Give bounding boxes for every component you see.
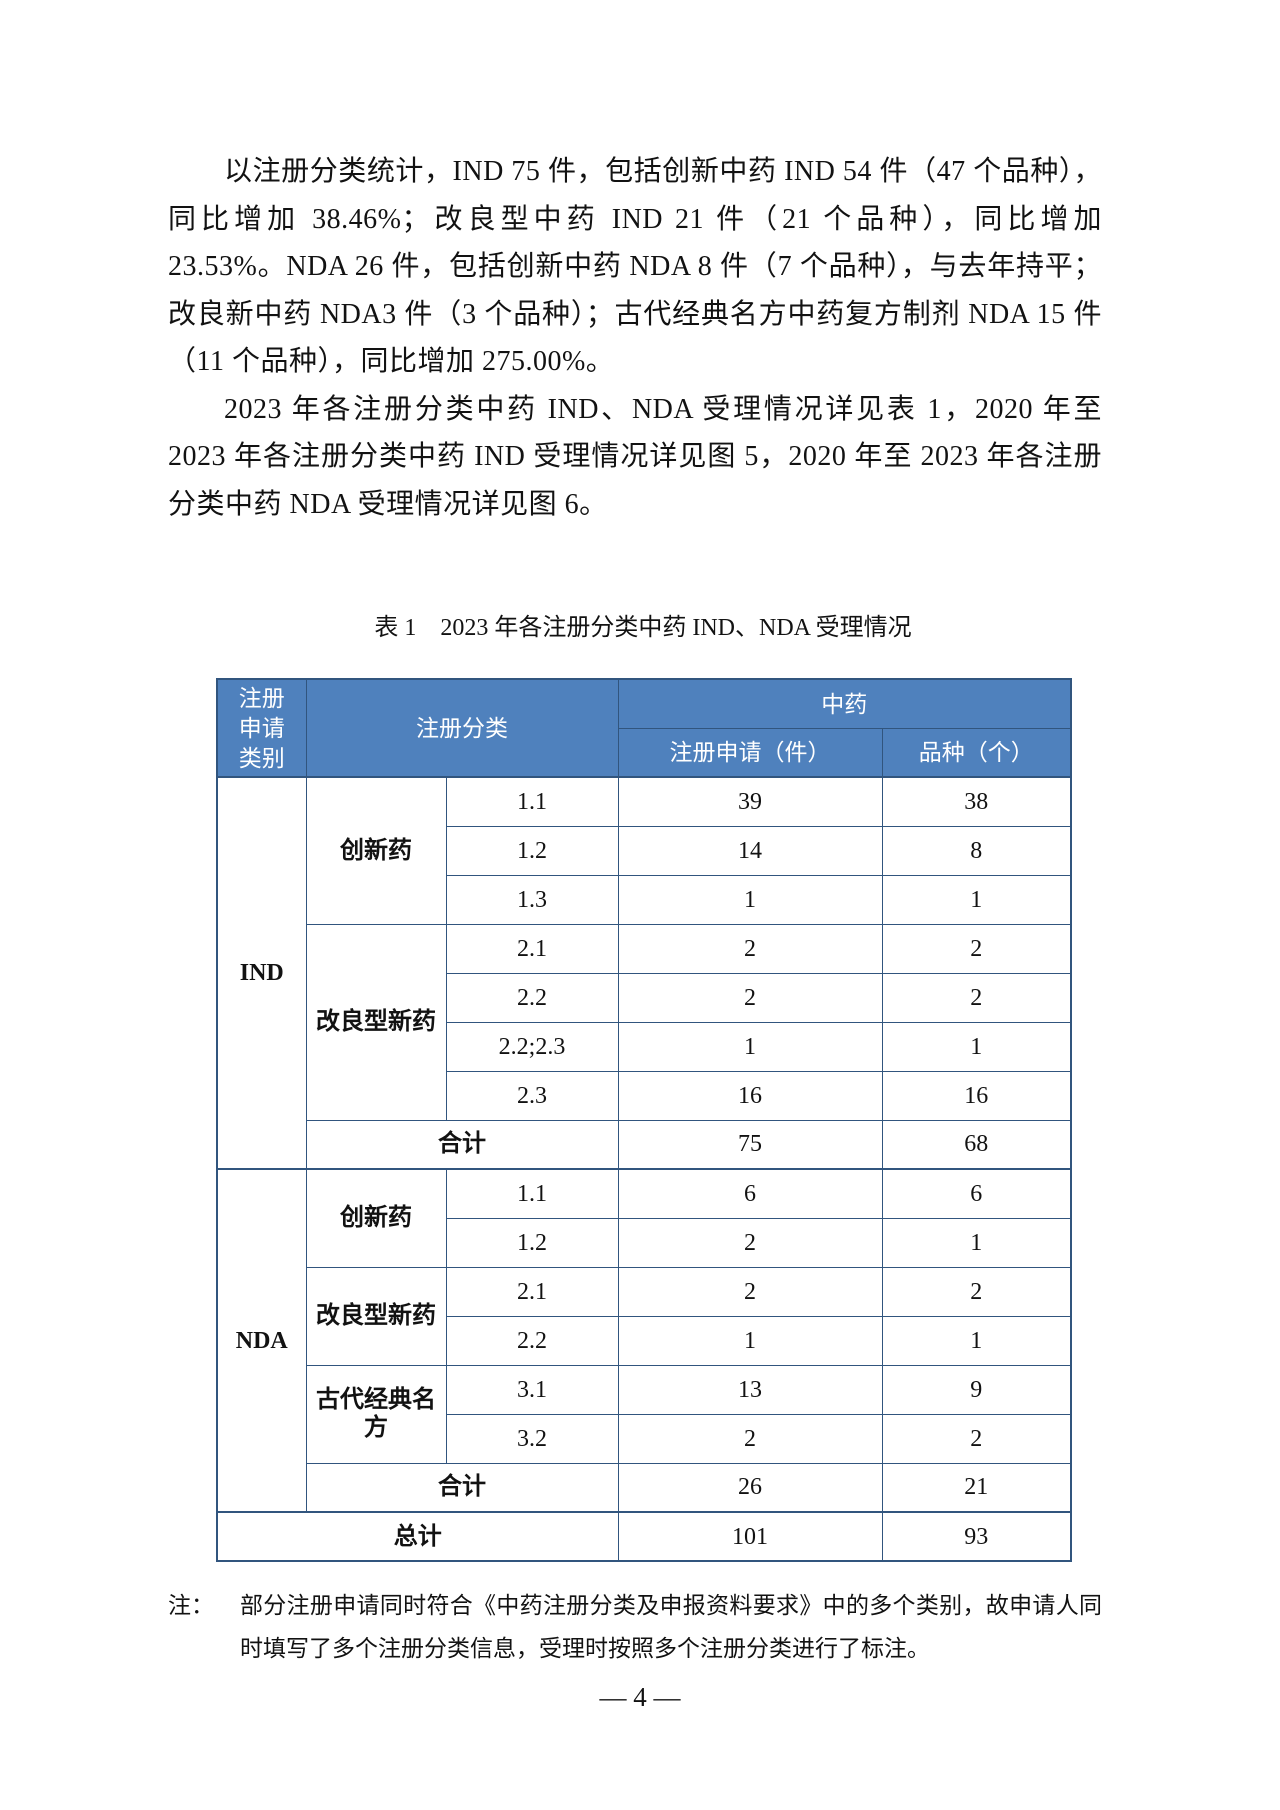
class-cell: 1.2 [445, 825, 619, 876]
table-row: 3.2 2 2 [217, 1413, 1072, 1464]
table-row: 1.3 1 1 [217, 874, 1072, 925]
class-cell: 1.2 [445, 1217, 619, 1268]
vars-cell: 2 [881, 923, 1072, 974]
paragraph-table-figure-references: 2023 年各注册分类中药 IND、NDA 受理情况详见表 1，2020 年至 … [168, 393, 1102, 520]
nda-subtotal-label: 合计 [305, 1462, 619, 1513]
group-nda-classic: 古代经典名方 [305, 1364, 447, 1464]
table-row: 古代经典名方 3.1 13 9 [217, 1364, 1072, 1464]
table-row: 改良型新药 2.1 2 2 [217, 923, 1072, 1121]
table-row: 2.2 2 2 [217, 972, 1072, 1023]
apps-cell: 2 [617, 1413, 883, 1464]
vars-cell: 2 [881, 972, 1072, 1023]
table-row: 1.2 14 8 [217, 825, 1072, 876]
registration-acceptance-table: 注册申请类别 注册分类 中药 注册申请（件） 品种（个） IND 创新药 1.1… [216, 678, 1072, 1562]
vars-cell: 8 [881, 825, 1072, 876]
header-applications-count: 注册申请（件） [617, 727, 883, 778]
table-row: 2.3 16 16 [217, 1070, 1072, 1121]
note-text: 部分注册申请同时符合《中药注册分类及申报资料要求》中的多个类别，故申请人同时填写… [240, 1593, 1102, 1661]
apps-cell: 1 [617, 1315, 883, 1366]
apps-cell: 2 [617, 972, 883, 1023]
apps-cell: 101 [617, 1511, 883, 1562]
group-nda-innovative: 创新药 [305, 1168, 447, 1268]
apps-cell: 39 [617, 776, 883, 827]
table-row: IND 创新药 1.1 39 38 [216, 776, 1072, 1170]
apps-cell: 2 [617, 923, 883, 974]
apps-cell: 2 [617, 1266, 883, 1317]
vars-cell: 16 [881, 1070, 1072, 1121]
apps-cell: 26 [617, 1462, 883, 1513]
group-ind-improved: 改良型新药 [305, 923, 447, 1121]
group-nda-improved: 改良型新药 [305, 1266, 447, 1366]
apps-cell: 14 [617, 825, 883, 876]
class-cell: 2.3 [445, 1070, 619, 1121]
table-header: 注册申请类别 注册分类 中药 注册申请（件） 品种（个） [216, 678, 1072, 778]
paragraph-registration-stats: 以注册分类统计，IND 75 件，包括创新中药 IND 54 件（47 个品种）… [168, 156, 1102, 377]
vars-cell: 38 [881, 776, 1072, 827]
class-cell: 2.2 [445, 972, 619, 1023]
vars-cell: 93 [881, 1511, 1072, 1562]
vars-cell: 1 [881, 874, 1072, 925]
header-varieties-count: 品种（个） [881, 727, 1072, 778]
class-cell: 2.2 [445, 1315, 619, 1366]
page-number: — 4 — [599, 1682, 681, 1712]
subtotal-row-ind: 合计 75 68 [217, 1119, 1072, 1170]
table-row: 改良型新药 2.1 2 2 [217, 1266, 1072, 1366]
page-content: 以注册分类统计，IND 75 件，包括创新中药 IND 54 件（47 个品种）… [168, 156, 1102, 1670]
header-registration-class: 注册分类 [305, 678, 619, 778]
class-cell: 2.2;2.3 [445, 1021, 619, 1072]
ind-subtotal-label: 合计 [305, 1119, 619, 1170]
class-cell: 2.1 [445, 923, 619, 974]
vars-cell: 1 [881, 1315, 1072, 1366]
category-nda: NDA [216, 1168, 307, 1513]
note-label: 注： [168, 1593, 214, 1618]
vars-cell: 1 [881, 1217, 1072, 1268]
header-tcm-group: 中药 [617, 678, 1072, 729]
vars-cell: 2 [881, 1266, 1072, 1317]
apps-cell: 6 [617, 1168, 883, 1219]
vars-cell: 1 [881, 1021, 1072, 1072]
vars-cell: 21 [881, 1462, 1072, 1513]
class-cell: 3.1 [445, 1364, 619, 1415]
apps-cell: 16 [617, 1070, 883, 1121]
table-row: 2.2;2.3 1 1 [217, 1021, 1072, 1072]
grand-total-label: 总计 [216, 1511, 619, 1562]
table-row: 1.2 2 1 [217, 1217, 1072, 1268]
apps-cell: 1 [617, 874, 883, 925]
class-cell: 2.1 [445, 1266, 619, 1317]
apps-cell: 2 [617, 1217, 883, 1268]
vars-cell: 2 [881, 1413, 1072, 1464]
apps-cell: 75 [617, 1119, 883, 1170]
subtotal-row-nda: 合计 26 21 [217, 1462, 1072, 1513]
class-cell: 3.2 [445, 1413, 619, 1464]
group-ind-innovative: 创新药 [305, 776, 447, 925]
header-application-category: 注册申请类别 [216, 678, 307, 778]
vars-cell: 68 [881, 1119, 1072, 1170]
vars-cell: 9 [881, 1364, 1072, 1415]
class-cell: 1.3 [445, 874, 619, 925]
vars-cell: 6 [881, 1168, 1072, 1219]
class-cell: 1.1 [445, 1168, 619, 1219]
apps-cell: 13 [617, 1364, 883, 1415]
grand-total-row: 总计 101 93 [216, 1511, 1072, 1562]
table-body: IND 创新药 1.1 39 38 1.2 14 8 1.3 1 1 改 [216, 776, 1072, 1562]
category-ind: IND [216, 776, 307, 1170]
table-title: 表 1 2023 年各注册分类中药 IND、NDA 受理情况 [374, 615, 912, 641]
apps-cell: 1 [617, 1021, 883, 1072]
table-row: NDA 创新药 1.1 6 6 [216, 1168, 1072, 1513]
class-cell: 1.1 [445, 776, 619, 827]
table-note: 注： 部分注册申请同时符合《中药注册分类及申报资料要求》中的多个类别，故申请人同… [168, 1584, 1102, 1670]
